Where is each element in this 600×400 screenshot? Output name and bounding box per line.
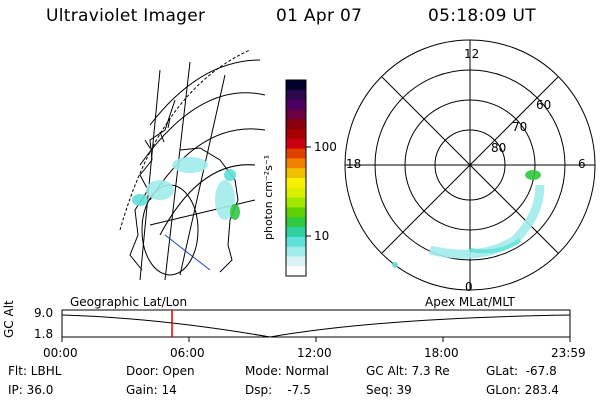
- mlt-label-18: 18: [346, 157, 362, 171]
- lat-label-60: 60: [536, 98, 552, 112]
- timeline-plot: [61, 309, 571, 342]
- ip-info: IP: 36.0: [8, 383, 54, 397]
- app-title: Ultraviolet Imager: [46, 6, 206, 26]
- y-tick-9: 9.0: [34, 306, 54, 320]
- colorbar-segment: [286, 266, 306, 277]
- colorbar-label: photon cm⁻²s⁻¹: [262, 154, 275, 240]
- lat-label-80: 80: [491, 141, 507, 155]
- colorbar-segment: [286, 197, 306, 208]
- date-label: 01 Apr 07: [276, 6, 363, 26]
- x-tick-0600: 06:00: [170, 346, 205, 360]
- time-label: 05:18:09 UT: [428, 6, 536, 26]
- colorbar-segment: [286, 207, 306, 218]
- colorbar-segment: [286, 217, 306, 228]
- timeline-ylabel: GC Alt: [2, 300, 16, 338]
- colorbar-tick-10: 10: [314, 229, 330, 243]
- y-tick-1-8: 1.8: [34, 327, 54, 341]
- colorbar-segment: [286, 138, 306, 150]
- colorbar-segment: [286, 187, 306, 199]
- colorbar-segment: [286, 129, 306, 140]
- colorbar-segment: [286, 89, 306, 101]
- x-tick-1800: 18:00: [424, 346, 459, 360]
- mode-info: Mode: Normal: [245, 364, 329, 378]
- colorbar-segment: [286, 246, 306, 257]
- filter-info: Flt: LBHL: [8, 364, 62, 378]
- colorbar-tick-100: 100: [314, 140, 337, 154]
- mlt-label-6: 6: [578, 157, 586, 171]
- colorbar-segment: [286, 227, 306, 238]
- x-tick-0000: 00:00: [43, 346, 78, 360]
- colorbar-segment: [286, 80, 306, 91]
- colorbar: [286, 80, 306, 277]
- seq-info: Seq: 39: [366, 383, 412, 397]
- colorbar-segment: [286, 99, 306, 110]
- colorbar-segment: [286, 178, 306, 189]
- colorbar-segment: [286, 148, 306, 159]
- x-tick-1200: 12:00: [297, 346, 332, 360]
- colorbar-segment: [286, 158, 306, 169]
- colorbar-segment: [286, 119, 306, 130]
- lat-label-70: 70: [512, 120, 528, 134]
- colorbar-segment: [286, 236, 306, 248]
- colorbar-segment: [286, 168, 306, 179]
- gcalt-info: GC Alt: 7.3 Re: [366, 364, 450, 378]
- geographic-label: Geographic Lat/Lon: [70, 295, 188, 309]
- dsp-info: Dsp: -7.5: [245, 383, 311, 397]
- x-tick-2359: 23:59: [551, 346, 586, 360]
- gain-info: Gain: 14: [126, 383, 177, 397]
- polar-aurora: [392, 170, 545, 268]
- glon-info: GLon: 283.4: [486, 383, 559, 397]
- apex-label: Apex MLat/MLT: [425, 295, 515, 309]
- left-aurora: [132, 157, 240, 220]
- glat-info: GLat: -67.8: [486, 364, 557, 378]
- mlt-label-12: 12: [464, 47, 480, 61]
- colorbar-segment: [286, 109, 306, 120]
- mlt-label-0: 0: [465, 280, 473, 294]
- colorbar-segment: [286, 256, 306, 267]
- door-info: Door: Open: [126, 364, 195, 378]
